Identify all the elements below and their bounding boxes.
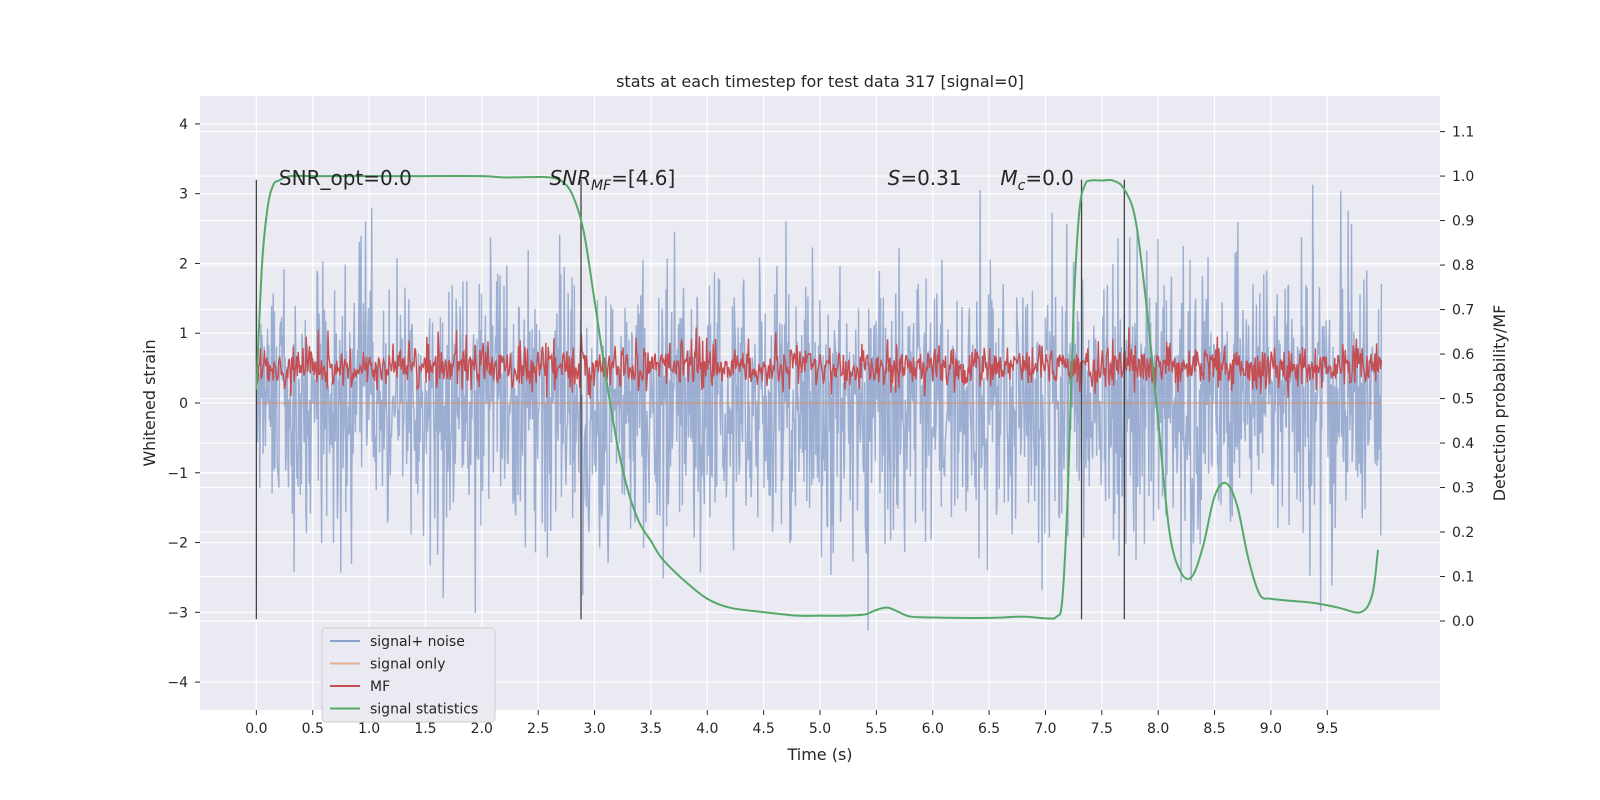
legend-box xyxy=(321,627,496,723)
x-tick-label: 6.5 xyxy=(978,721,1000,737)
x-tick-label: 1.0 xyxy=(358,721,380,737)
y-right-tick-label: 1.0 xyxy=(1452,169,1474,185)
x-tick-label: 8.5 xyxy=(1203,721,1225,737)
legend: signal+ noise signal only MF signal statist… xyxy=(321,627,496,723)
legend-label: signal only xyxy=(370,657,445,673)
y-right-tick-label: 0.1 xyxy=(1452,570,1474,586)
y-tick-label: 3 xyxy=(179,187,188,203)
x-tick-label: 0.5 xyxy=(302,721,324,737)
y-right-tick-label: 0.7 xyxy=(1452,303,1474,319)
y-axis-label: Whitened strain xyxy=(140,339,159,466)
chart-title: stats at each timestep for test data 317… xyxy=(616,72,1024,91)
y-tick-label: 0 xyxy=(179,396,188,412)
legend-label: MF xyxy=(370,679,390,695)
signal-statistics-line xyxy=(255,174,1379,620)
y-tick-label: −1 xyxy=(167,466,188,482)
y-right-tick-label: 0.4 xyxy=(1452,436,1474,452)
y-axis-right: 0.0 0.1 0.2 0.3 0.4 0.5 0.6 0.7 0.8 0.9 1.0 1.1 xyxy=(1440,125,1474,630)
series-mf xyxy=(255,327,1383,399)
annotation: SNR_opt=0.0 xyxy=(279,166,412,190)
annotation: SNRMF=[4.6] xyxy=(549,166,675,194)
y-tick-label: 2 xyxy=(179,256,188,272)
y-right-tick-label: 0.5 xyxy=(1452,392,1474,408)
x-tick-label: 7.0 xyxy=(1034,721,1056,737)
x-tick-label: 5.0 xyxy=(809,721,831,737)
annotations: SNR_opt=0.0 SNRMF=[4.6] S=0.31 Mc=0.0 xyxy=(279,166,1074,194)
plot-series-group xyxy=(255,174,1383,631)
x-tick-label: 4.0 xyxy=(696,721,718,737)
y-tick-label: −3 xyxy=(167,605,188,621)
y-tick-label: 1 xyxy=(179,326,188,342)
y-tick-label: −4 xyxy=(167,675,188,691)
x-tick-label: 2.0 xyxy=(471,721,493,737)
x-tick-label: 5.5 xyxy=(865,721,887,737)
y-right-tick-label: 0.2 xyxy=(1452,525,1474,541)
x-tick-label: 3.0 xyxy=(583,721,605,737)
x-tick-label: 0.0 xyxy=(245,721,267,737)
y-right-tick-label: 0.3 xyxy=(1452,481,1474,497)
x-axis-label: Time (s) xyxy=(786,745,852,764)
y-tick-label: 4 xyxy=(179,117,188,133)
x-tick-label: 9.0 xyxy=(1260,721,1282,737)
legend-label: signal+ noise xyxy=(370,634,465,650)
y-right-tick-label: 0.0 xyxy=(1452,614,1474,630)
x-tick-label: 1.5 xyxy=(414,721,436,737)
x-tick-label: 2.5 xyxy=(527,721,549,737)
vertical-markers xyxy=(255,179,1126,620)
x-tick-label: 3.5 xyxy=(640,721,662,737)
annotation: S=0.31 xyxy=(888,166,962,190)
x-tick-label: 6.0 xyxy=(922,721,944,737)
series-signal-statistics xyxy=(255,174,1379,620)
signal-noise-line xyxy=(255,184,1383,631)
y-axis-right-label: Detection probability/MF xyxy=(1490,305,1509,502)
y-right-tick-label: 0.9 xyxy=(1452,214,1474,230)
y-tick-label: −2 xyxy=(167,536,188,552)
y-axis-left: −4 −3 −2 −1 0 1 2 3 4 xyxy=(167,117,200,691)
series-signal-noise xyxy=(255,184,1383,631)
x-tick-label: 8.0 xyxy=(1147,721,1169,737)
mf-line xyxy=(255,327,1383,399)
legend-label: signal statistics xyxy=(370,702,478,718)
x-tick-label: 7.5 xyxy=(1091,721,1113,737)
annotation: Mc=0.0 xyxy=(1000,166,1074,194)
x-axis: 0.0 0.5 1.0 1.5 2.0 2.5 3.0 3.5 4.0 4.5 5.0 5.5 6.0 6… xyxy=(245,710,1338,737)
y-right-tick-label: 1.1 xyxy=(1452,125,1474,141)
y-right-tick-label: 0.8 xyxy=(1452,258,1474,274)
x-tick-label: 9.5 xyxy=(1316,721,1338,737)
x-tick-label: 4.5 xyxy=(753,721,775,737)
y-right-tick-label: 0.6 xyxy=(1452,347,1474,363)
